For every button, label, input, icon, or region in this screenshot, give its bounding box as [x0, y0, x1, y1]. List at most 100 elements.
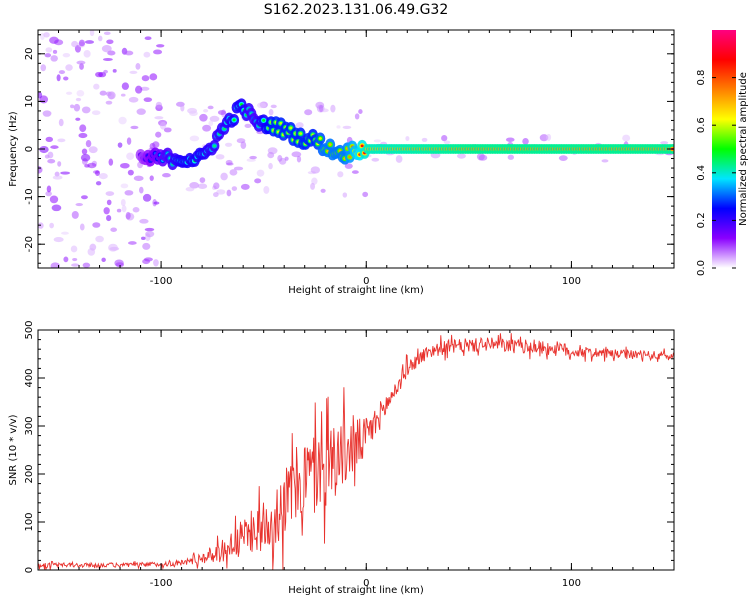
y-tick-label: 300 — [24, 416, 35, 435]
spectrogram-speckle — [153, 49, 163, 55]
spectrogram-speckle — [42, 110, 52, 117]
spectrogram-speckle — [103, 31, 111, 36]
spectrogram-speckle — [622, 134, 631, 142]
spectrogram-speckle — [135, 63, 141, 70]
spectrogram-speckle — [95, 235, 104, 243]
spectrogram-speckle — [395, 155, 403, 163]
spectrogram-speckle — [79, 223, 85, 231]
spectrogram-speckle — [49, 195, 59, 204]
snr-frame — [37, 329, 675, 571]
spectrogram-speckle — [405, 136, 410, 141]
spectrogram-speckle — [208, 120, 214, 127]
spectrogram-speckle — [304, 109, 313, 116]
spectrogram-speckle — [215, 154, 225, 160]
spectrogram-speckle — [207, 105, 214, 110]
colorbar-tick-label: 0.2 — [696, 212, 707, 228]
spectrogram-speckle — [50, 262, 61, 268]
spectrogram-ridge-core — [348, 155, 352, 159]
spectrogram-speckle — [93, 83, 100, 90]
spectrogram-speckle — [129, 70, 138, 74]
spectrogram-speckle — [99, 90, 107, 96]
spectrogram-speckle — [76, 60, 86, 65]
spectrogram-speckle — [126, 152, 135, 161]
x-tick-label: 0 — [363, 578, 369, 589]
spectrogram-speckle — [443, 140, 451, 145]
spectrogram-speckle — [142, 193, 152, 202]
spectrogram-speckle — [61, 231, 69, 235]
spectrogram-speckle — [71, 263, 80, 267]
spectrogram-speckle — [95, 71, 103, 78]
spectrogram-speckle — [71, 210, 79, 219]
spectrogram-speckle — [50, 145, 59, 149]
spectrogram-speckle — [120, 183, 129, 189]
spectrogram-speckle — [79, 124, 87, 133]
spectrogram-speckle — [108, 243, 118, 252]
spectrogram-speckle — [145, 230, 155, 238]
spectrogram-speckle — [47, 158, 56, 164]
spectrogram-speckle — [310, 166, 321, 174]
spectrogram-speckle — [107, 91, 116, 100]
spectrogram-ridge-core — [318, 137, 322, 140]
snr-line — [38, 333, 674, 570]
spectrogram-speckle — [217, 110, 226, 116]
spectrogram-speckle — [142, 258, 151, 265]
spectrogram-speckle — [76, 89, 85, 97]
spectrogram-speckle — [124, 190, 134, 196]
spectrogram-speckle — [60, 171, 71, 175]
spectrogram-speckle — [118, 116, 127, 125]
snr-marks — [38, 333, 674, 570]
spectrogram-speckle — [476, 153, 485, 161]
spectrogram-speckle — [203, 108, 209, 113]
spectrogram-speckle — [45, 136, 54, 143]
spectrogram-speckle — [226, 189, 232, 197]
spectrogram-speckle — [40, 64, 47, 72]
spectrogram-speckle — [81, 106, 91, 114]
spectrogram-speckle — [83, 49, 91, 58]
colorbar-tick-label: 0.6 — [696, 117, 707, 133]
spectrogram-speckle — [89, 30, 95, 37]
spectrogram-speckle — [601, 159, 609, 163]
spectrogram-speckle — [63, 76, 69, 81]
spectrogram-speckle — [142, 242, 151, 250]
spectrogram-speckle — [65, 91, 73, 95]
spectrogram-speckle — [153, 259, 159, 267]
spectrogram-speckle — [38, 91, 43, 99]
spectrogram-speckle — [337, 171, 344, 178]
spectrogram-speckle — [106, 215, 112, 222]
spectrogram-speckle — [52, 175, 63, 180]
colorbar-label: Normalized spectral amplitude — [738, 72, 749, 226]
spectrogram-speckle — [97, 35, 103, 42]
spectrogram-speckle — [95, 170, 100, 176]
colorbar: 0.0 0.2 0.4 0.6 0.8 Normalized spectral ampl… — [696, 30, 749, 276]
spectrogram-speckle — [84, 164, 90, 168]
spectrogram-speckle — [351, 170, 359, 174]
spectrogram-speckle — [58, 118, 64, 127]
spectrogram-speckle — [128, 241, 137, 245]
spectrogram-speckle — [263, 185, 270, 194]
spectrogram-speckle — [117, 142, 123, 148]
spectrogram-speckle — [78, 132, 88, 139]
spectrogram-speckle — [140, 86, 150, 91]
spectrogram-speckle — [240, 141, 247, 150]
spectrogram-speckle — [101, 45, 112, 53]
spectrogram-speckle — [116, 208, 122, 213]
spectrogram-marks — [38, 30, 674, 268]
spectrogram-speckle — [185, 186, 195, 192]
spectrogram-speckle — [226, 162, 234, 166]
spectrogram-speckle — [121, 82, 130, 90]
spectrogram-speckle — [75, 117, 81, 121]
spectrogram-speckle — [125, 211, 131, 220]
spectrogram-ridge-core — [289, 126, 293, 130]
spectrogram-speckle — [362, 191, 369, 198]
spectrogram-speckle — [120, 93, 126, 97]
spectrogram-speckle — [87, 247, 96, 256]
spectrogram-speckle — [81, 148, 88, 155]
spectrogram-speckle — [75, 203, 84, 207]
spectrogram-y-label: Frequency (Hz) — [8, 111, 19, 187]
y-tick-label: 20 — [24, 47, 35, 60]
spectrogram-speckle — [209, 115, 220, 122]
spectrogram-speckle — [124, 50, 134, 56]
spectrogram-speckle — [522, 137, 529, 145]
spectrogram-speckle — [98, 172, 108, 180]
